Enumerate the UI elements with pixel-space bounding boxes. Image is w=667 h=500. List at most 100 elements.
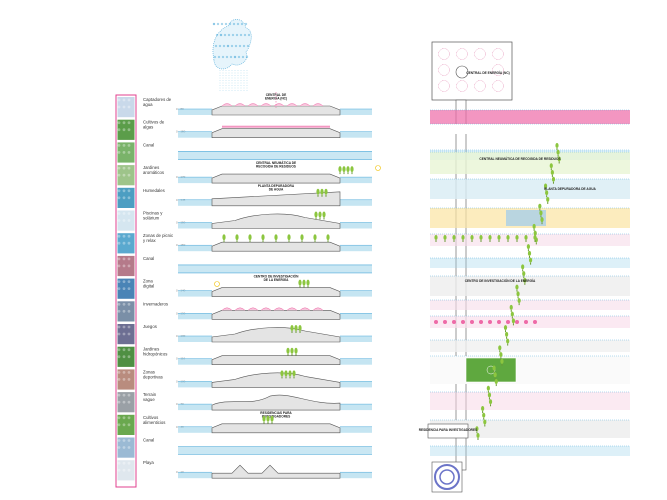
water-right	[340, 313, 372, 320]
pink-dot	[533, 320, 537, 324]
sun-icon	[375, 165, 381, 171]
dome-icon	[234, 103, 246, 107]
droplet-icon	[231, 33, 235, 37]
tree-icon	[487, 392, 492, 400]
tank-icon	[438, 48, 450, 60]
floor-band	[430, 392, 630, 410]
tree-icon	[342, 166, 346, 175]
pink-dot	[515, 320, 519, 324]
droplet-icon	[212, 22, 216, 26]
droplet-icon	[237, 55, 241, 59]
tree-icon	[481, 406, 485, 414]
ground-profile	[211, 173, 341, 184]
residence-caption: RESIDENCIA PARA INVESTIGADORES	[419, 428, 478, 432]
tree-icon	[510, 311, 514, 319]
floor-band	[430, 420, 630, 438]
tree-icon	[286, 347, 290, 356]
pink-dot	[506, 320, 510, 324]
section-13	[178, 394, 372, 411]
section-5	[178, 213, 372, 229]
thumbnail-16	[117, 460, 135, 481]
tree-icon	[287, 234, 291, 243]
dome-icon	[260, 103, 272, 107]
thumbnail-1	[117, 119, 135, 140]
ground-profile	[211, 464, 341, 479]
pink-dot	[497, 320, 501, 324]
tank-icon	[438, 64, 450, 76]
tree-icon	[266, 415, 270, 424]
tree-icon	[488, 399, 493, 407]
tree-icon	[302, 279, 306, 288]
sun-icon	[214, 281, 220, 287]
tank-icon	[438, 80, 450, 92]
droplet-icon	[226, 44, 230, 48]
tree-icon	[524, 235, 528, 242]
droplet-icon	[227, 33, 231, 37]
water-left	[178, 336, 212, 342]
thumbnail-8	[117, 278, 135, 299]
tree-icon	[551, 176, 556, 184]
core-circle	[455, 65, 469, 79]
section-6	[178, 234, 372, 252]
tree-icon	[546, 196, 550, 204]
dome-icon	[312, 103, 324, 107]
pink-dot	[470, 320, 474, 324]
water-right	[340, 290, 372, 297]
tree-icon	[492, 365, 496, 373]
floor-band	[430, 124, 630, 134]
tree-icon	[517, 298, 521, 306]
tree-icon	[532, 223, 536, 231]
droplet-icon	[217, 55, 221, 59]
dome-icon	[299, 103, 311, 107]
bottom-circle	[434, 464, 460, 490]
tree-icon	[557, 156, 561, 164]
tree-icon	[516, 291, 520, 299]
droplet-icon	[214, 44, 218, 48]
ground-profile	[211, 105, 341, 116]
canal-water	[178, 151, 372, 160]
thumbnail-7	[117, 255, 135, 277]
section-3: CENTRAL NEUMÁTICA DE RECOGIDA DE RESIDUOS	[178, 160, 372, 184]
droplet-icon	[225, 55, 229, 59]
tree-icon	[290, 325, 294, 333]
thumbnail-14	[117, 414, 135, 435]
section-15	[178, 446, 372, 455]
tree-icon	[505, 331, 509, 339]
tree-icon	[443, 235, 447, 242]
tree-icon	[235, 234, 239, 243]
tree-icon	[350, 166, 354, 175]
pink-dot	[488, 320, 492, 324]
canal-water	[178, 264, 372, 273]
tree-icon	[543, 183, 548, 191]
ground-profile	[211, 394, 341, 411]
dome-icon	[221, 103, 233, 107]
tree-icon	[556, 149, 560, 157]
sports-field	[465, 357, 517, 383]
floor-band	[430, 446, 630, 456]
water-right	[340, 177, 372, 184]
tree-icon	[294, 325, 298, 333]
ground-profile	[211, 287, 341, 297]
tree-icon	[555, 143, 559, 150]
water-right	[340, 109, 372, 115]
water-left	[178, 472, 212, 479]
dome-icon	[260, 307, 272, 311]
tree-icon	[509, 304, 513, 312]
section-9	[178, 307, 372, 320]
water-left	[178, 177, 212, 184]
layer-label: Zona digital	[143, 279, 154, 289]
pink-dot	[479, 320, 483, 324]
floor-band	[430, 316, 630, 328]
tree-icon	[540, 217, 544, 225]
dome-icon	[299, 307, 311, 311]
droplet-icon	[234, 44, 238, 48]
layer-label: Captadores de agua	[143, 97, 172, 107]
ground-profile	[211, 355, 341, 365]
thumbnail-11	[117, 346, 135, 367]
tree-icon	[550, 169, 554, 177]
tree-icon	[452, 235, 456, 242]
tree-icon	[294, 347, 298, 356]
thumbnail-13	[117, 392, 135, 413]
tank-icon	[474, 80, 486, 92]
tree-icon	[322, 211, 326, 220]
